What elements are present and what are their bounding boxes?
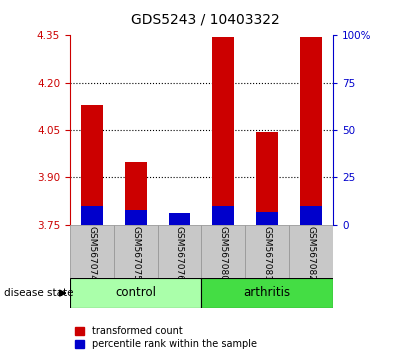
Text: GSM567074: GSM567074 — [87, 227, 96, 281]
Bar — [157, 225, 201, 278]
Text: GSM567076: GSM567076 — [175, 227, 184, 281]
Bar — [70, 225, 114, 278]
Bar — [169, 213, 190, 225]
Text: control: control — [115, 286, 156, 299]
Bar — [81, 105, 103, 225]
Legend: transformed count, percentile rank within the sample: transformed count, percentile rank withi… — [75, 326, 257, 349]
Bar — [245, 225, 289, 278]
Bar — [125, 210, 147, 225]
Text: disease state: disease state — [4, 288, 74, 298]
Bar — [300, 37, 322, 225]
Text: GSM567081: GSM567081 — [263, 227, 272, 281]
Text: GDS5243 / 10403322: GDS5243 / 10403322 — [131, 12, 280, 27]
Text: arthritis: arthritis — [244, 286, 291, 299]
Text: GSM567082: GSM567082 — [307, 227, 316, 281]
Bar — [289, 225, 333, 278]
Bar — [114, 225, 157, 278]
Bar — [300, 206, 322, 225]
Text: GSM567075: GSM567075 — [131, 227, 140, 281]
Bar — [201, 225, 245, 278]
Bar — [201, 278, 333, 308]
Bar — [70, 278, 201, 308]
Bar — [212, 37, 234, 225]
Text: GSM567080: GSM567080 — [219, 227, 228, 281]
Bar — [256, 212, 278, 225]
Bar — [212, 206, 234, 225]
Bar — [256, 132, 278, 225]
Bar — [169, 217, 190, 225]
Bar — [125, 162, 147, 225]
Bar — [81, 206, 103, 225]
